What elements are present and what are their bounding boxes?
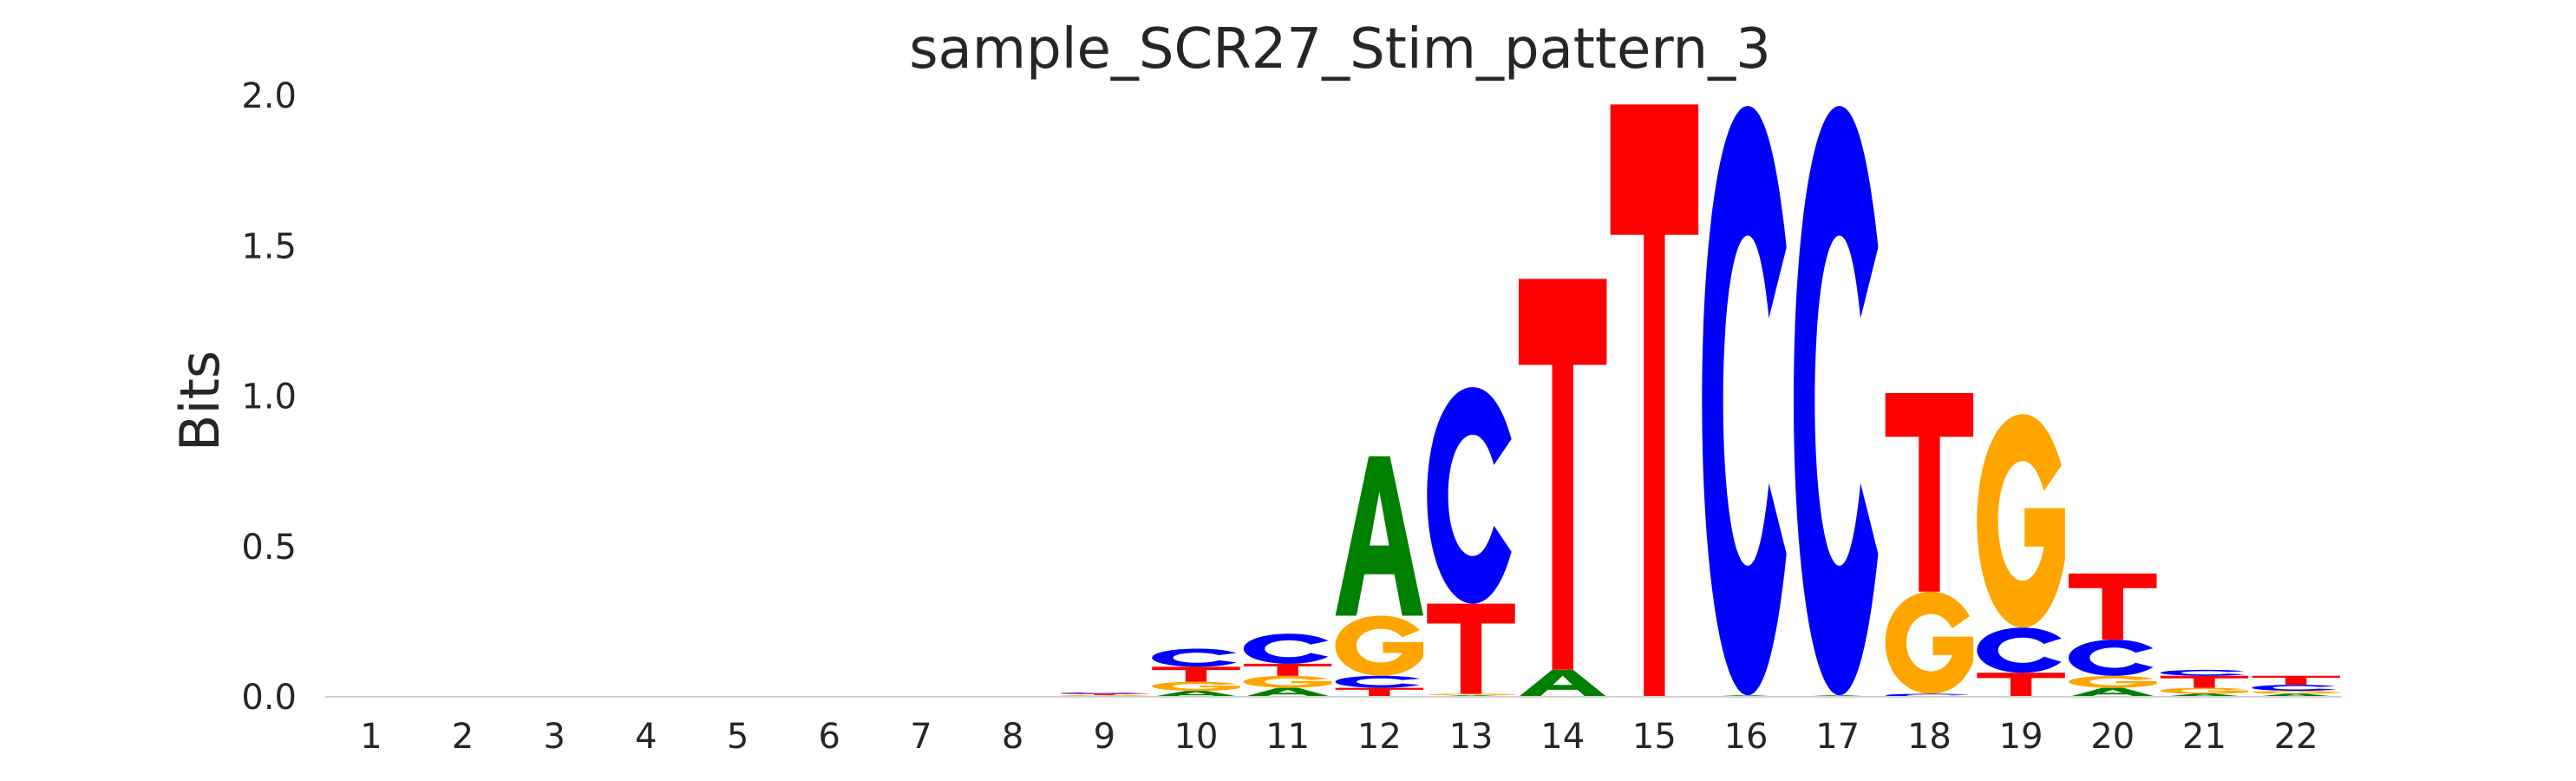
logo-letter-C-pos-16 bbox=[1702, 106, 1787, 696]
x-tick-label: 21 bbox=[2182, 717, 2226, 757]
x-tick-label: 16 bbox=[1724, 717, 1769, 757]
logo-letter-T-pos-15 bbox=[1610, 104, 1699, 697]
x-tick-label: 14 bbox=[1540, 717, 1585, 757]
logo-letter-C-pos-11 bbox=[1243, 633, 1329, 664]
logo-letter-G-pos-10 bbox=[1152, 681, 1240, 692]
logo-letter-G-pos-13 bbox=[1427, 693, 1515, 696]
logo-letter-A-pos-14 bbox=[1518, 669, 1607, 697]
y-tick-label: 1.5 bbox=[241, 226, 297, 266]
logo-letter-T-pos-11 bbox=[1243, 663, 1332, 676]
logo-letter-G-pos-19 bbox=[1977, 414, 2065, 628]
logo-letter-T-pos-12 bbox=[1335, 687, 1424, 697]
x-tick-label: 12 bbox=[1357, 717, 1402, 757]
logo-letter-T-pos-19 bbox=[1977, 673, 2065, 698]
x-tick-label: 2 bbox=[452, 717, 474, 757]
logo-letter-C-pos-20 bbox=[2069, 640, 2154, 676]
logo-letter-C-pos-12 bbox=[1335, 675, 1421, 688]
logo-letter-C-pos-21 bbox=[2160, 669, 2246, 676]
logo-letter-T-pos-20 bbox=[2069, 573, 2157, 640]
logo-letter-T-pos-14 bbox=[1518, 279, 1607, 670]
y-tick-label: 2.0 bbox=[241, 76, 297, 116]
x-tick-label: 11 bbox=[1265, 717, 1310, 757]
x-axis-ticks: 1 2 3 4 5 6 7 8 9 10 11 12 13 14 15 16 17 18 19 20 21 22 bbox=[360, 717, 2318, 757]
logo-letter-G-pos-22 bbox=[2252, 691, 2340, 694]
logo-letter-G-pos-20 bbox=[2069, 675, 2157, 688]
logo-letter-T-pos-9 bbox=[1060, 693, 1149, 695]
y-axis-label: Bits bbox=[168, 351, 232, 451]
x-tick-label: 9 bbox=[1094, 717, 1115, 757]
x-tick-label: 4 bbox=[635, 717, 657, 757]
x-tick-label: 3 bbox=[543, 717, 565, 757]
logo-letter-T-pos-10 bbox=[1152, 666, 1240, 682]
y-tick-label: 1.0 bbox=[241, 377, 297, 417]
logo-letter-T-pos-18 bbox=[1885, 393, 1974, 592]
x-tick-label: 7 bbox=[910, 717, 932, 757]
logo-letter-G-pos-11 bbox=[1243, 675, 1332, 688]
logo-letter-G-pos-12 bbox=[1335, 615, 1424, 676]
logo-letter-C-pos-19 bbox=[1977, 627, 2062, 673]
x-tick-label: 13 bbox=[1449, 717, 1494, 757]
logo-letter-G-pos-9 bbox=[1060, 694, 1149, 696]
x-tick-label: 19 bbox=[1999, 717, 2043, 757]
logo-letter-C-pos-10 bbox=[1152, 648, 1237, 667]
y-tick-label: 0.0 bbox=[241, 678, 297, 718]
logo-letter-A-pos-11 bbox=[1243, 687, 1332, 697]
chart-title: sample_SCR27_Stim_pattern_3 bbox=[909, 17, 1771, 82]
logo-stacks bbox=[1060, 104, 2340, 698]
logo-letter-A-pos-12 bbox=[1335, 456, 1424, 616]
x-tick-label: 20 bbox=[2090, 717, 2135, 757]
logo-letter-C-pos-17 bbox=[1794, 106, 1879, 696]
logo-letter-C-pos-9 bbox=[1060, 692, 1145, 694]
y-axis-ticks: 0.0 0.5 1.0 1.5 2.0 bbox=[241, 76, 297, 718]
x-tick-label: 6 bbox=[819, 717, 840, 757]
x-tick-label: 17 bbox=[1815, 717, 1860, 757]
x-tick-label: 15 bbox=[1632, 717, 1677, 757]
x-tick-label: 8 bbox=[1002, 717, 1023, 757]
y-tick-label: 0.5 bbox=[241, 528, 297, 568]
logo-letter-C-pos-22 bbox=[2252, 685, 2337, 692]
x-tick-label: 18 bbox=[1907, 717, 1952, 757]
logo-letter-A-pos-20 bbox=[2069, 687, 2157, 697]
logo-letter-A-pos-10 bbox=[1152, 691, 1240, 697]
logo-letter-T-pos-13 bbox=[1427, 603, 1515, 694]
logo-letter-G-pos-21 bbox=[2160, 687, 2249, 694]
logo-letter-C-pos-13 bbox=[1427, 387, 1512, 604]
x-tick-label: 22 bbox=[2274, 717, 2318, 757]
x-tick-label: 5 bbox=[727, 717, 749, 757]
x-tick-label: 10 bbox=[1174, 717, 1219, 757]
logo-letter-T-pos-22 bbox=[2252, 675, 2340, 686]
logo-letter-T-pos-21 bbox=[2160, 675, 2249, 688]
logo-letter-G-pos-18 bbox=[1885, 591, 1974, 694]
x-tick-label: 1 bbox=[360, 717, 382, 757]
